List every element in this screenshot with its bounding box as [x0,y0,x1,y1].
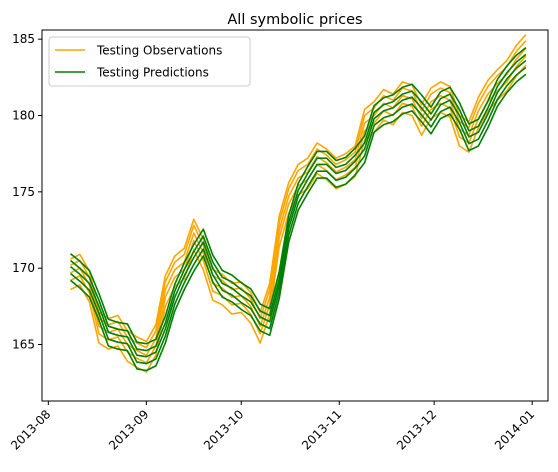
legend: Testing Observations Testing Predictions [48,36,251,87]
y-tick-label: 185 [12,32,35,46]
x-tick-label: 2013-10 [201,407,246,452]
legend-box [48,36,251,87]
legend-label-observations: Testing Observations [96,44,222,58]
prediction-line-4 [69,53,527,352]
x-tick-label: 2013-11 [299,407,344,452]
prediction-line-5 [69,46,527,345]
axis-layer: 165 170 175 180 185 2013-08 2013-09 2013-10 2013… [8,32,537,452]
prediction-line-2 [69,66,527,365]
series-layer [69,34,527,373]
y-tick-label: 175 [12,185,35,199]
y-tick-label: 165 [12,338,35,352]
observation-line-4 [70,40,527,349]
x-tick-label: 2013-08 [8,407,53,452]
y-tick-label: 170 [12,261,35,275]
legend-label-predictions: Testing Predictions [96,66,209,80]
y-tick-label: 180 [12,108,35,122]
x-tick-label: 2013-12 [394,407,439,452]
prediction-line-1 [69,73,527,372]
plot-area-frame [41,29,549,402]
x-tick-label: 2013-09 [106,407,151,452]
prediction-line-3 [69,59,527,358]
chart-title: All symbolic prices [227,12,362,28]
x-tick-label: 2014-01 [492,407,537,452]
